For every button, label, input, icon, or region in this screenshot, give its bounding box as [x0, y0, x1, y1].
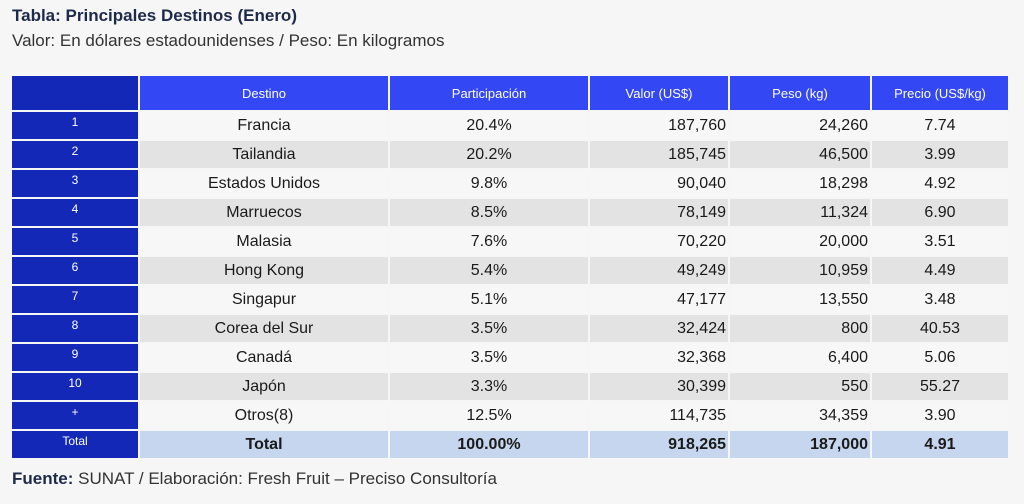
row-index-cell: 8 [12, 315, 138, 342]
precio-cell: 4.91 [872, 431, 1008, 458]
source-text: SUNAT / Elaboración: Fresh Fruit – Preci… [73, 469, 497, 488]
row-index-cell: 1 [12, 112, 138, 139]
valor-cell: 114,735 [590, 402, 728, 429]
valor-cell: 918,265 [590, 431, 728, 458]
participacion-cell: 7.6% [390, 228, 588, 255]
table-row: 1 Francia 20.4% 187,760 24,260 7.74 [12, 112, 1008, 139]
table-row: 5 Malasia 7.6% 70,220 20,000 3.51 [12, 228, 1008, 255]
peso-cell: 6,400 [730, 344, 870, 371]
source-footer: Fuente: SUNAT / Elaboración: Fresh Fruit… [12, 469, 497, 489]
peso-cell: 20,000 [730, 228, 870, 255]
participacion-cell: 100.00% [390, 431, 588, 458]
row-index-cell: 2 [12, 141, 138, 168]
peso-cell: 24,260 [730, 112, 870, 139]
header-participacion: Participación [390, 76, 588, 110]
destino-cell: Singapur [140, 286, 388, 313]
row-index-cell: 9 [12, 344, 138, 371]
destinations-table: Destino Participación Valor (US$) Peso (… [10, 74, 1010, 460]
participacion-cell: 3.5% [390, 315, 588, 342]
precio-cell: 6.90 [872, 199, 1008, 226]
table-row: 9 Canadá 3.5% 32,368 6,400 5.06 [12, 344, 1008, 371]
valor-cell: 187,760 [590, 112, 728, 139]
destino-cell: Tailandia [140, 141, 388, 168]
valor-cell: 49,249 [590, 257, 728, 284]
peso-cell: 800 [730, 315, 870, 342]
peso-cell: 13,550 [730, 286, 870, 313]
precio-cell: 4.49 [872, 257, 1008, 284]
row-index-cell: Total [12, 431, 138, 458]
participacion-cell: 8.5% [390, 199, 588, 226]
peso-cell: 46,500 [730, 141, 870, 168]
precio-cell: 5.06 [872, 344, 1008, 371]
table-row: + Otros(8) 12.5% 114,735 34,359 3.90 [12, 402, 1008, 429]
valor-cell: 47,177 [590, 286, 728, 313]
destino-cell: Francia [140, 112, 388, 139]
destino-cell: Otros(8) [140, 402, 388, 429]
participacion-cell: 9.8% [390, 170, 588, 197]
precio-cell: 7.74 [872, 112, 1008, 139]
peso-cell: 187,000 [730, 431, 870, 458]
participacion-cell: 20.4% [390, 112, 588, 139]
precio-cell: 3.51 [872, 228, 1008, 255]
header-valor: Valor (US$) [590, 76, 728, 110]
header-peso: Peso (kg) [730, 76, 870, 110]
participacion-cell: 5.1% [390, 286, 588, 313]
table-row: 2 Tailandia 20.2% 185,745 46,500 3.99 [12, 141, 1008, 168]
header-row: Destino Participación Valor (US$) Peso (… [12, 76, 1008, 110]
participacion-cell: 3.5% [390, 344, 588, 371]
valor-cell: 90,040 [590, 170, 728, 197]
row-index-cell: 3 [12, 170, 138, 197]
precio-cell: 3.90 [872, 402, 1008, 429]
row-index-cell: 6 [12, 257, 138, 284]
participacion-cell: 20.2% [390, 141, 588, 168]
table-row: 10 Japón 3.3% 30,399 550 55.27 [12, 373, 1008, 400]
participacion-cell: 12.5% [390, 402, 588, 429]
row-index-cell: + [12, 402, 138, 429]
peso-cell: 34,359 [730, 402, 870, 429]
destino-cell: Hong Kong [140, 257, 388, 284]
precio-cell: 40.53 [872, 315, 1008, 342]
destino-cell: Estados Unidos [140, 170, 388, 197]
precio-cell: 3.48 [872, 286, 1008, 313]
table-row: 7 Singapur 5.1% 47,177 13,550 3.48 [12, 286, 1008, 313]
valor-cell: 185,745 [590, 141, 728, 168]
table-row: 6 Hong Kong 5.4% 49,249 10,959 4.49 [12, 257, 1008, 284]
destino-cell: Total [140, 431, 388, 458]
peso-cell: 11,324 [730, 199, 870, 226]
table-row: 3 Estados Unidos 9.8% 90,040 18,298 4.92 [12, 170, 1008, 197]
header-precio: Precio (US$/kg) [872, 76, 1008, 110]
source-label: Fuente: [12, 469, 74, 488]
destino-cell: Marruecos [140, 199, 388, 226]
peso-cell: 550 [730, 373, 870, 400]
destino-cell: Malasia [140, 228, 388, 255]
destino-cell: Corea del Sur [140, 315, 388, 342]
total-row: Total Total 100.00% 918,265 187,000 4.91 [12, 431, 1008, 458]
valor-cell: 30,399 [590, 373, 728, 400]
valor-cell: 32,424 [590, 315, 728, 342]
participacion-cell: 3.3% [390, 373, 588, 400]
table-row: 4 Marruecos 8.5% 78,149 11,324 6.90 [12, 199, 1008, 226]
row-index-cell: 7 [12, 286, 138, 313]
peso-cell: 10,959 [730, 257, 870, 284]
header-index [12, 76, 138, 110]
row-index-cell: 10 [12, 373, 138, 400]
row-index-cell: 5 [12, 228, 138, 255]
peso-cell: 18,298 [730, 170, 870, 197]
header-destino: Destino [140, 76, 388, 110]
precio-cell: 55.27 [872, 373, 1008, 400]
participacion-cell: 5.4% [390, 257, 588, 284]
destino-cell: Japón [140, 373, 388, 400]
valor-cell: 78,149 [590, 199, 728, 226]
destino-cell: Canadá [140, 344, 388, 371]
table-title: Tabla: Principales Destinos (Enero) [12, 6, 297, 25]
row-index-cell: 4 [12, 199, 138, 226]
valor-cell: 70,220 [590, 228, 728, 255]
valor-cell: 32,368 [590, 344, 728, 371]
table-row: 8 Corea del Sur 3.5% 32,424 800 40.53 [12, 315, 1008, 342]
precio-cell: 4.92 [872, 170, 1008, 197]
precio-cell: 3.99 [872, 141, 1008, 168]
table-subtitle: Valor: En dólares estadounidenses / Peso… [12, 31, 445, 50]
